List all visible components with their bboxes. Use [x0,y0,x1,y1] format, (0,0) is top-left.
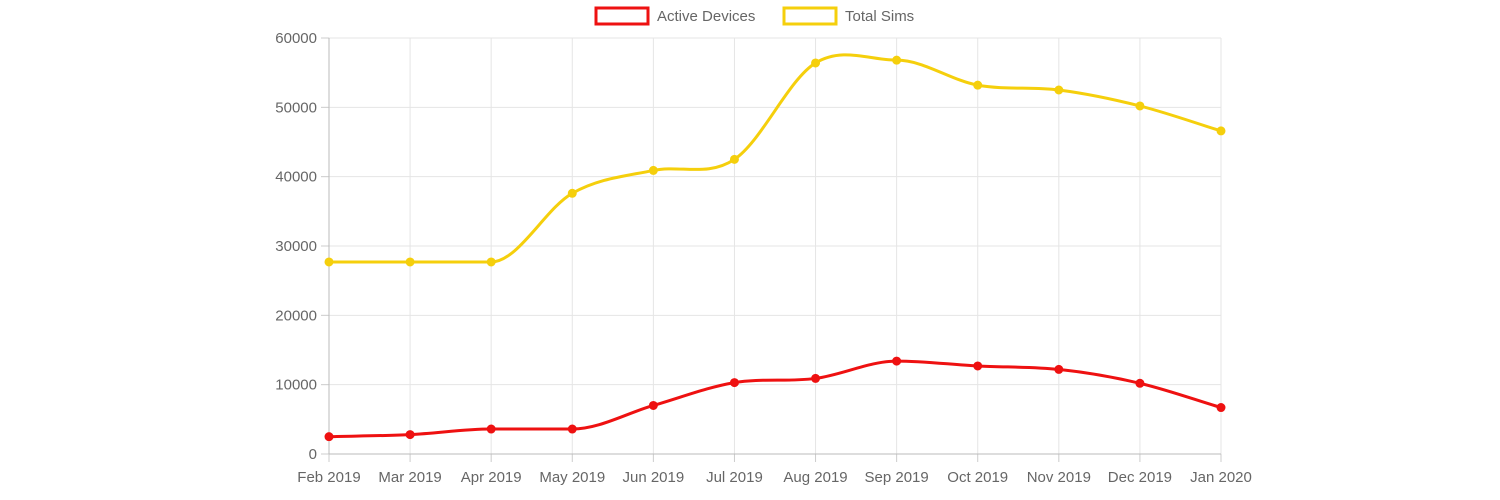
series-group [324,53,1226,442]
x-tick-label: Apr 2019 [461,469,522,486]
active-devices-point [973,361,983,371]
axes: 0 10000 20000 30000 40000 50000 60000 Feb 2019 M… [275,30,1252,486]
active-devices-point [892,356,902,366]
active-devices-legend-label: Active Devices [657,8,755,25]
total-sims-point [892,55,902,65]
total-sims-point [1054,85,1064,95]
active-devices-line [327,359,1223,439]
active-devices-point [324,432,334,442]
y-tick-label: 30000 [275,238,317,255]
total-sims-point [729,154,739,164]
active-devices-point [729,378,739,388]
active-devices-point [405,430,415,440]
total-sims-legend-swatch [782,6,838,26]
x-tick-label: Jun 2019 [622,469,684,486]
total-sims-line [327,53,1223,264]
x-tick-label: Jul 2019 [706,469,763,486]
y-tick-label: 10000 [275,377,317,394]
legend: Active Devices Total Sims [594,6,914,26]
x-tick-label: Nov 2019 [1027,469,1091,486]
y-tick-label: 50000 [275,99,317,116]
active-devices-point [486,424,496,434]
active-devices-point [1216,403,1226,413]
total-sims-legend-label: Total Sims [845,8,914,25]
x-tick-label: May 2019 [539,469,605,486]
total-sims-point [648,165,658,175]
y-tick-label: 20000 [275,307,317,324]
active-devices-legend-swatch [594,6,650,26]
y-tick-label: 60000 [275,30,317,47]
x-tick-label: Dec 2019 [1108,469,1172,486]
grid-lines [328,37,1222,455]
total-sims-point [1135,101,1145,111]
x-tick-label: Feb 2019 [297,469,360,486]
active-devices-point [567,424,577,434]
y-tick-label: 40000 [275,169,317,186]
x-tick-label: Jan 2020 [1190,469,1252,486]
total-sims-point [811,58,821,68]
total-sims-point [405,257,415,267]
x-tick-label: Oct 2019 [947,469,1008,486]
active-devices-point [811,373,821,383]
active-devices-point [1054,364,1064,374]
total-sims-point [486,257,496,267]
x-tick-label: Sep 2019 [865,469,929,486]
total-sims-point [1216,126,1226,136]
total-sims-point [567,188,577,198]
total-sims-point [973,80,983,90]
x-tick-label: Mar 2019 [378,469,441,486]
active-devices-point [1135,378,1145,388]
y-tick-label: 0 [309,446,317,463]
x-tick-label: Aug 2019 [783,469,847,486]
active-devices-point [648,400,658,410]
total-sims-point [324,257,334,267]
